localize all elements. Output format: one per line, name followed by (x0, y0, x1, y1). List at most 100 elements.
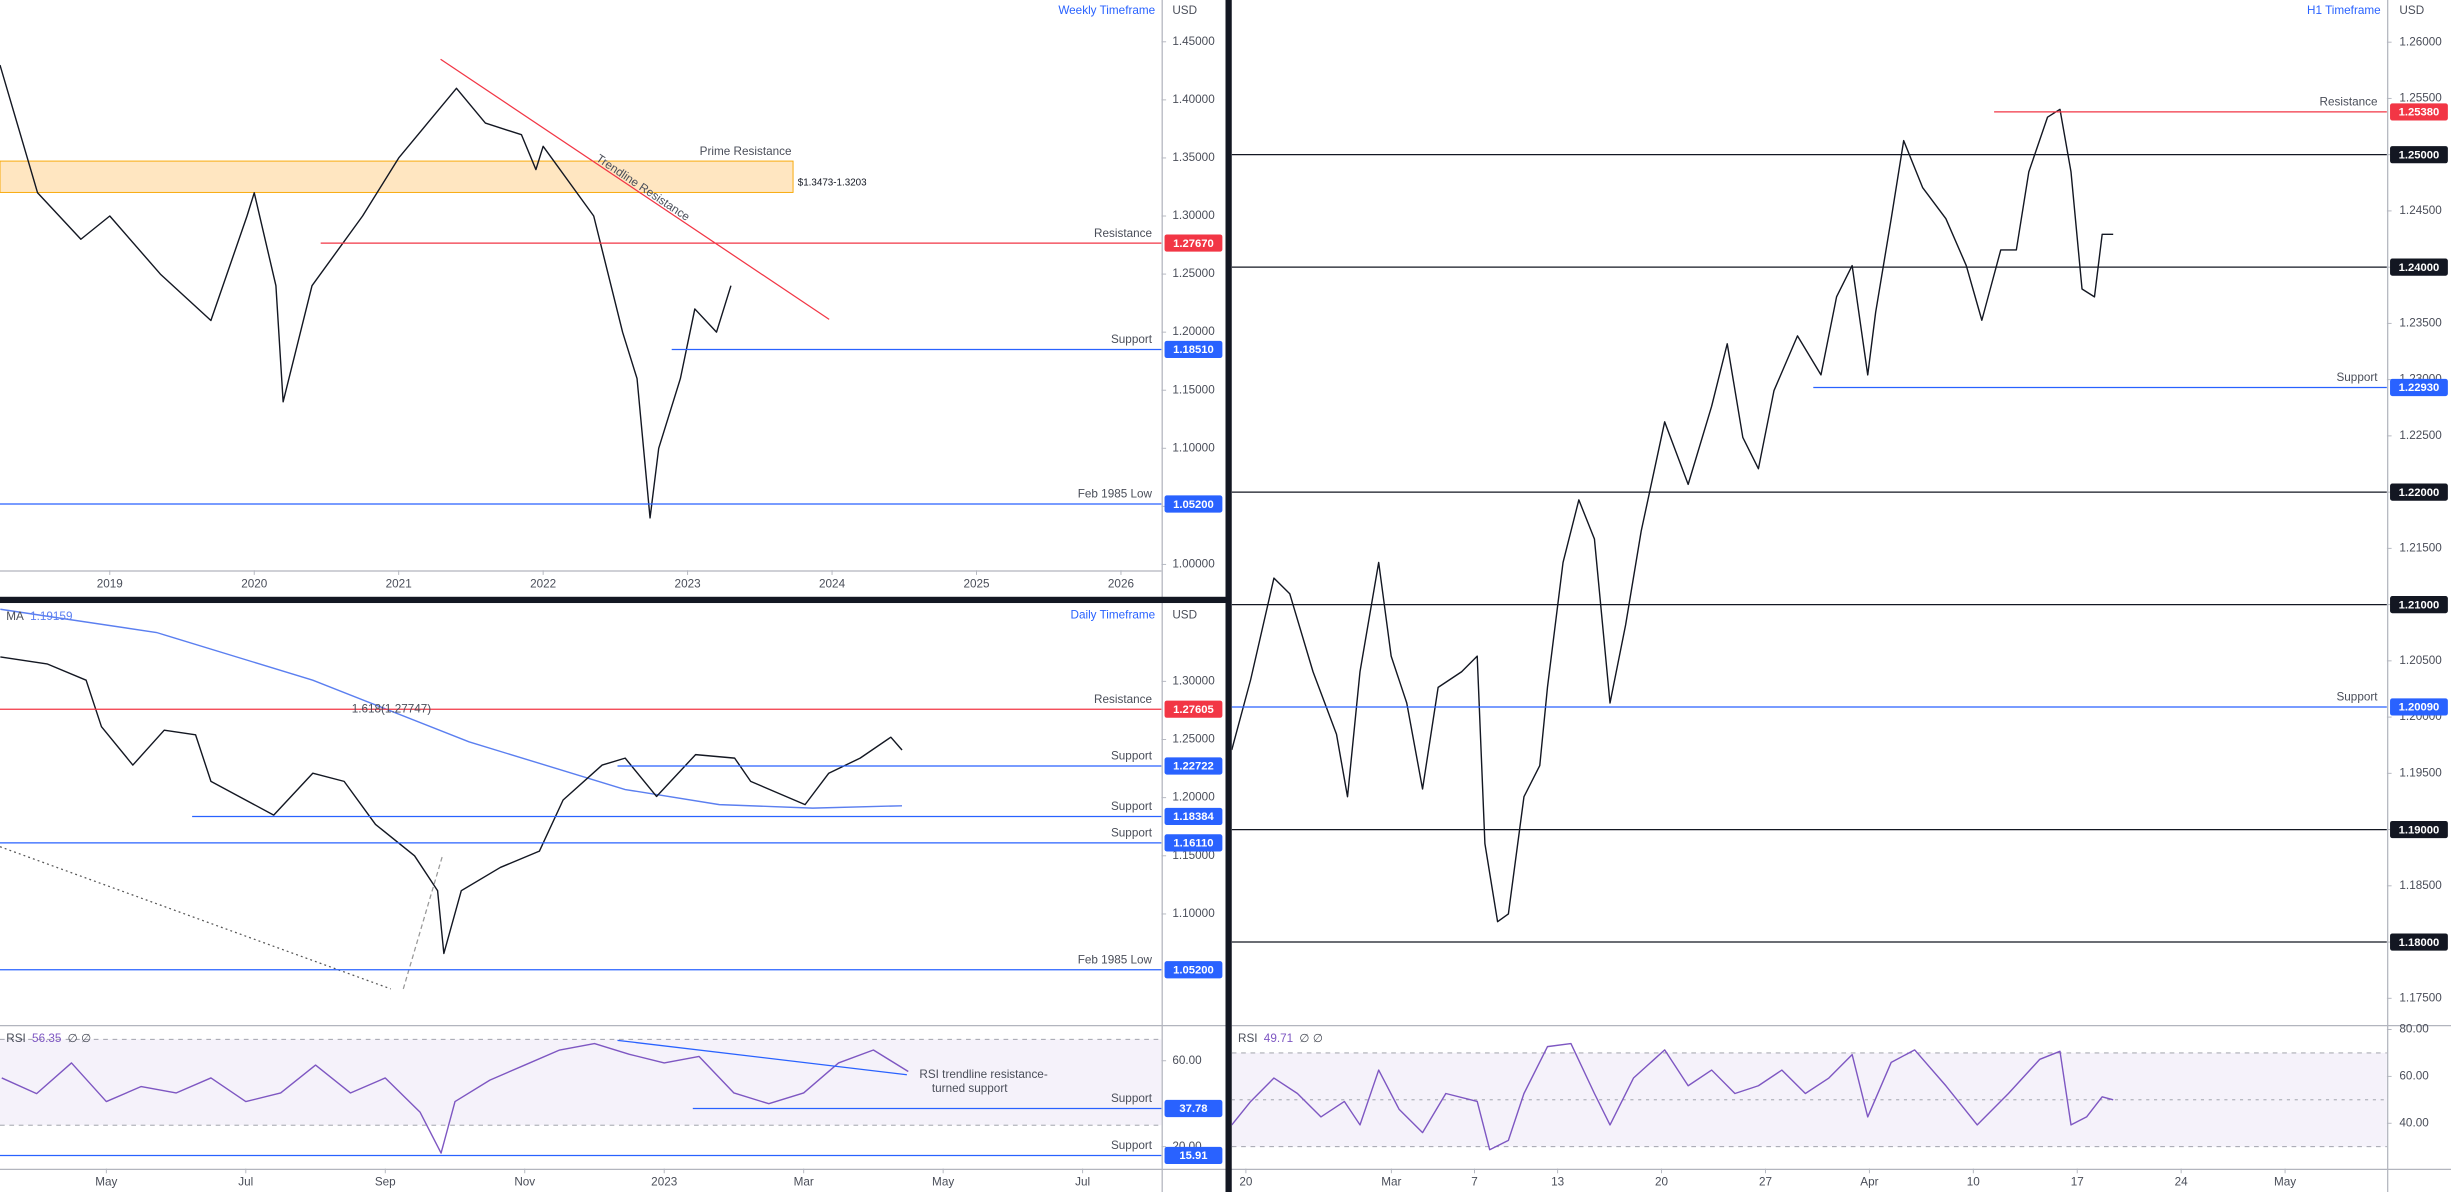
price-badge-label: 1.18510 (1173, 344, 1214, 356)
x-tick-label: 2026 (1108, 577, 1134, 590)
price-line (1231, 1042, 2114, 1151)
price-badge-label: 1.16110 (1173, 838, 1213, 850)
dotted-trendline (0, 846, 391, 990)
price-badge-label: 1.25000 (2399, 149, 2440, 161)
plot-area (1231, 1042, 2387, 1151)
x-tick-label: 27 (1759, 1176, 1772, 1189)
x-tick-label: 7 (1471, 1176, 1478, 1189)
y-tick-label: 1.18500 (2399, 879, 2442, 892)
rsi-band (0, 1039, 1162, 1126)
currency-label: USD (1172, 4, 1197, 17)
price-line (0, 656, 903, 955)
y-tick-label: 1.24500 (2399, 204, 2442, 217)
level-label: Resistance (1094, 693, 1152, 706)
y-tick-label: 1.30000 (1172, 674, 1215, 687)
overlay-value: 1.19159 (30, 610, 72, 623)
price-badge-label: 1.27670 (1173, 238, 1214, 250)
level-label: Support (1111, 800, 1153, 813)
pane: 1.10000 1.15000 1.20000 1.25000 1.30000 MA 1.1… (0, 608, 1223, 979)
price-badge (1164, 1146, 1223, 1165)
indicator-name: RSI (6, 1032, 26, 1045)
x-tick-label: Sep (375, 1176, 396, 1189)
x-tick-label: Mar (1381, 1176, 1401, 1189)
x-tick-label: Mar (794, 1176, 814, 1189)
x-tick-label: 20 (1239, 1176, 1253, 1189)
y-tick-label: 1.30000 (1172, 209, 1215, 222)
level-label: Support (2336, 691, 2378, 704)
plot-area (0, 608, 1162, 971)
y-tick-label: 1.15000 (1172, 383, 1215, 396)
y-tick-label: 1.20000 (1172, 791, 1215, 804)
indicator-value: 56.35 (32, 1032, 62, 1045)
price-badge-label: 1.18000 (2399, 937, 2440, 949)
level-label: Support (1111, 750, 1153, 763)
price-badge (1164, 1099, 1223, 1118)
indicator-name: RSI (1238, 1032, 1258, 1045)
y-tick-label: 1.21500 (2399, 541, 2442, 554)
indicator-params: ∅ ∅ (1299, 1032, 1323, 1045)
level-label: Resistance (2320, 96, 2378, 109)
panel-divider (0, 596, 1229, 604)
price-badge (1164, 834, 1223, 852)
y-tick-label: 1.00000 (1172, 558, 1215, 571)
x-tick-label: 2022 (530, 577, 556, 590)
panel-title: Daily Timeframe (1070, 609, 1155, 622)
plot-area (1231, 108, 2387, 943)
price-badge (2390, 820, 2448, 839)
y-tick-label: 1.19500 (2399, 766, 2442, 779)
level-label: Support (1111, 827, 1153, 840)
level-label: Resistance (1094, 227, 1152, 240)
x-tick-label: 10 (1967, 1176, 1981, 1189)
y-tick-label: 1.40000 (1172, 93, 1215, 106)
overlay-legend: MA 1.19159 (6, 610, 72, 623)
indicator-legend: RSI 56.35 ∅ ∅ (6, 1032, 91, 1045)
price-badge-label: 15.91 (1179, 1150, 1207, 1162)
price-badge (1164, 234, 1223, 252)
panel-title: H1 Timeframe (2307, 4, 2381, 17)
level-label: Support (1111, 1092, 1153, 1105)
plot-area (0, 1038, 1162, 1157)
x-tick-label: May (95, 1176, 117, 1189)
level-label: Feb 1985 Low (1078, 488, 1153, 501)
price-badge-label: 1.05200 (1173, 965, 1214, 977)
y-tick-label: 1.23500 (2399, 316, 2442, 329)
y-tick-label: 1.15000 (1172, 849, 1215, 862)
x-tick-label: May (2274, 1176, 2296, 1189)
x-tick-label: Jul (1075, 1176, 1090, 1189)
y-tick-label: 1.25000 (1172, 267, 1215, 280)
price-badge (2390, 258, 2448, 276)
price-badge (1164, 340, 1223, 359)
y-tick-label: 1.22500 (2399, 429, 2442, 442)
x-tick-label: 2024 (819, 577, 846, 590)
zone-label: Prime Resistance (700, 145, 792, 158)
price-badge (2390, 483, 2448, 501)
x-tick-label: Nov (514, 1176, 535, 1189)
level-label: Support (1111, 1139, 1153, 1152)
price-badge (2390, 698, 2448, 716)
price-line (0, 64, 732, 519)
x-tick-label: 24 (2175, 1176, 2189, 1189)
price-badge (2390, 596, 2448, 614)
indicator-legend: RSI 49.71 ∅ ∅ (1238, 1032, 1323, 1045)
price-badge (2390, 103, 2448, 121)
y-tick-label: 1.20500 (2399, 654, 2442, 667)
y-tick-label: 1.25000 (1172, 733, 1215, 746)
trendline (617, 1039, 907, 1076)
price-badge (2390, 378, 2448, 397)
price-badge (2390, 146, 2448, 164)
currency-label: USD (2399, 4, 2424, 17)
x-tick-label: May (932, 1176, 954, 1189)
y-tick-label: 60.00 (2399, 1069, 2429, 1082)
level-annotation: 1.618(1.27747) (352, 702, 432, 715)
price-badge-label: 1.25380 (2399, 107, 2440, 119)
price-badge-label: 1.22000 (2399, 487, 2440, 499)
plot-area (0, 58, 1162, 519)
y-tick-label: 1.35000 (1172, 151, 1215, 164)
y-tick-label: 1.17500 (2399, 991, 2442, 1004)
price-badge-label: 1.20090 (2399, 702, 2440, 714)
x-tick-label: 2021 (386, 577, 412, 590)
y-tick-label: 1.45000 (1172, 35, 1215, 48)
price-badge-label: 1.22930 (2399, 382, 2440, 394)
